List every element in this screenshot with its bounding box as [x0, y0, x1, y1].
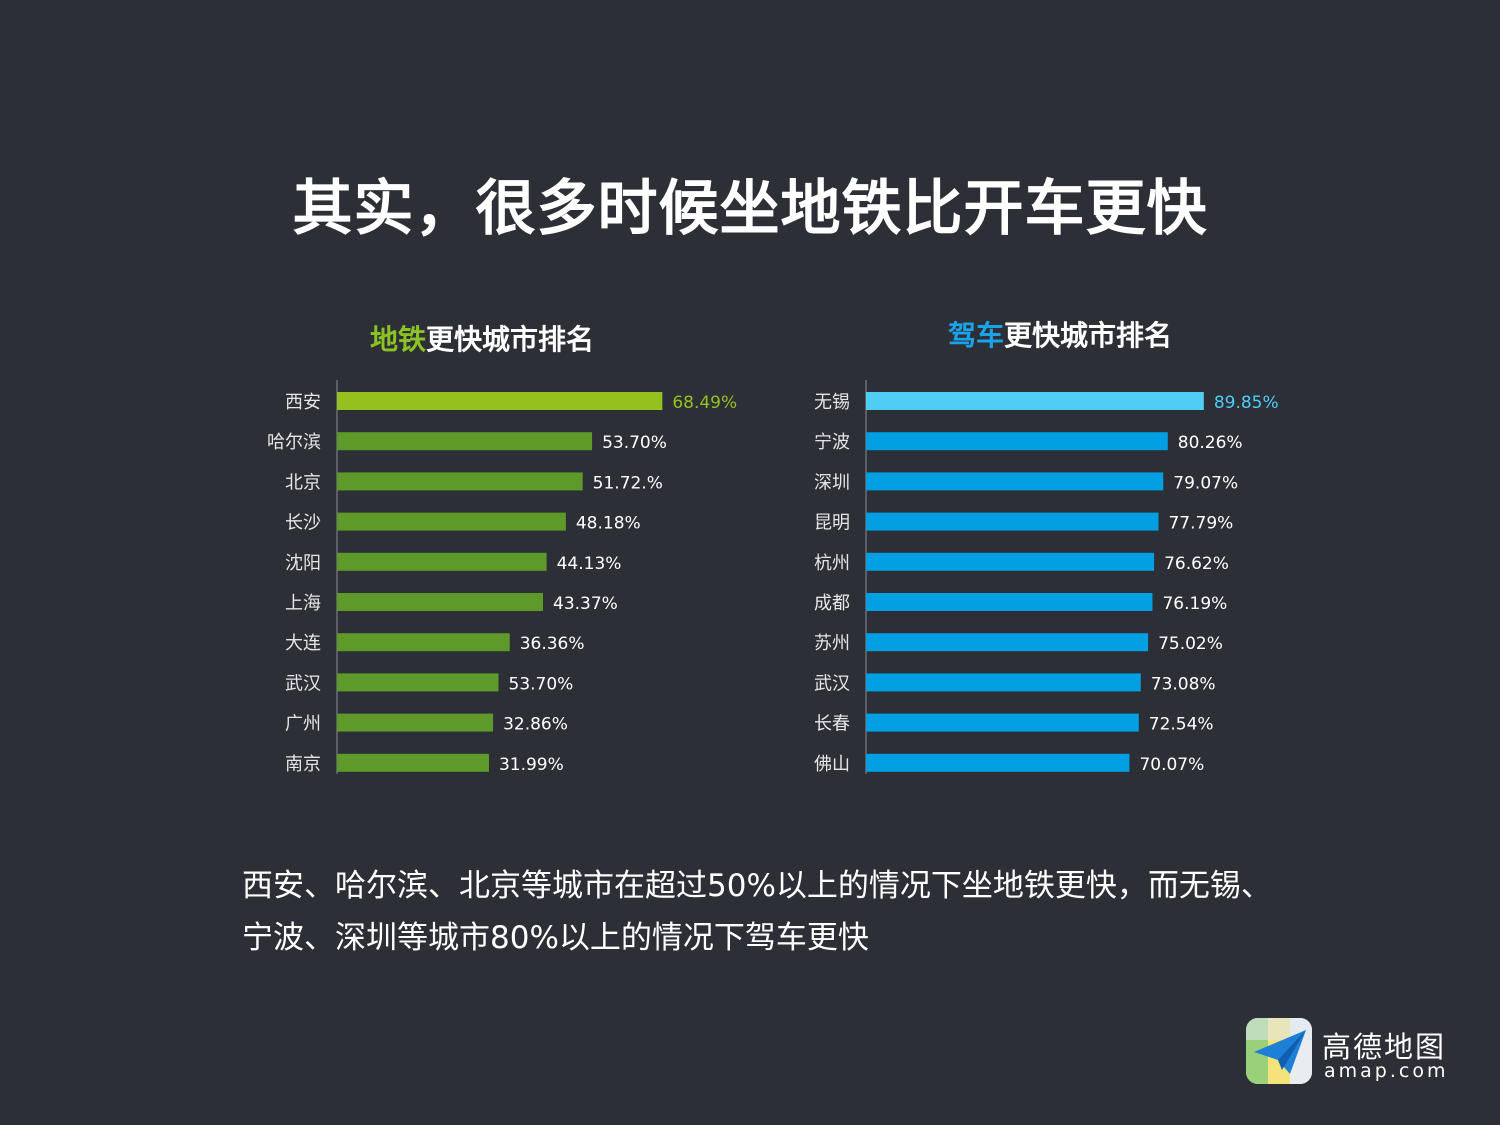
drive-bar [866, 512, 1159, 531]
drive-value-label: 77.79% [1168, 514, 1233, 534]
drive-category-label: 成都 [814, 593, 850, 614]
subway-title-accent: 地铁 [370, 323, 427, 356]
drive-value-label: 75.02% [1158, 634, 1223, 654]
drive-category-label: 无锡 [814, 392, 850, 413]
drive-bar [866, 552, 1155, 571]
drive-chart-title: 驾车更快城市排名 [948, 314, 1172, 354]
subway-value-label: 43.37% [553, 594, 618, 614]
drive-title-rest: 更快城市排名 [1004, 319, 1173, 352]
drive-bar [866, 753, 1130, 772]
subway-title-rest: 更快城市排名 [426, 323, 595, 356]
drive-title-accent: 驾车 [948, 319, 1005, 352]
subway-bar [337, 673, 499, 692]
subway-category-label: 长沙 [285, 513, 321, 534]
subway-bar-chart: 西安 68.49% 哈尔滨 53.70% 北京 51.72.% 长沙 48.18% 沈阳 44.1… [267, 380, 737, 775]
subway-bar [337, 633, 510, 652]
logo-text-en: amap.com [1324, 1060, 1449, 1082]
subway-category-label: 武汉 [285, 673, 321, 694]
drive-bar [866, 593, 1153, 611]
drive-bar [866, 633, 1149, 652]
subway-chart-title: 地铁更快城市排名 [370, 318, 594, 358]
drive-value-label: 76.62% [1164, 554, 1229, 574]
drive-category-label: 苏州 [814, 633, 850, 654]
subway-category-label: 北京 [285, 472, 321, 493]
page-title: 其实，很多时候坐地铁比开车更快 [292, 174, 1208, 244]
drive-category-label: 宁波 [814, 432, 850, 453]
subway-category-label: 西安 [285, 392, 321, 413]
subway-value-label: 31.99% [499, 755, 564, 775]
drive-category-label: 佛山 [814, 754, 850, 775]
drive-bar [866, 472, 1164, 491]
subway-value-label: 32.86% [503, 715, 568, 735]
amap-logo: 高德地图 amap.com [1246, 1018, 1466, 1086]
subway-category-label: 上海 [285, 593, 321, 614]
subway-category-label: 沈阳 [285, 553, 321, 574]
subway-bar [337, 432, 593, 451]
subway-value-label: 53.70% [509, 674, 574, 694]
drive-chart-panel: 驾车更快城市排名 无锡 89.85% 宁波 80.26% 深圳 79.07% 昆明 77.79… [760, 310, 1320, 790]
subway-value-label: 68.49% [672, 393, 737, 413]
subway-category-label: 哈尔滨 [267, 432, 321, 453]
drive-bar [866, 432, 1168, 451]
drive-value-label: 72.54% [1149, 715, 1214, 735]
subway-value-label: 48.18% [576, 514, 641, 534]
summary-text: 西安、哈尔滨、北京等城市在超过50%以上的情况下坐地铁更快，而无锡、宁波、深圳等… [242, 868, 1272, 956]
drive-category-label: 长春 [814, 714, 850, 735]
drive-value-label: 73.08% [1151, 674, 1216, 694]
subway-bar [337, 593, 544, 611]
subway-category-label: 南京 [285, 754, 321, 775]
drive-bar [866, 673, 1141, 692]
subway-value-label: 44.13% [557, 554, 622, 574]
subway-bar [337, 392, 663, 410]
drive-value-label: 76.19% [1162, 594, 1227, 614]
drive-bar-chart: 无锡 89.85% 宁波 80.26% 深圳 79.07% 昆明 77.79% 杭州 76.62%… [814, 380, 1279, 775]
subway-bar [337, 552, 547, 571]
logo-text-cn: 高德地图 [1322, 1030, 1447, 1064]
subway-value-label: 36.36% [520, 634, 585, 654]
drive-bar [866, 392, 1204, 410]
drive-bar [866, 713, 1139, 732]
subway-value-label: 51.72.% [593, 473, 663, 493]
subway-category-label: 大连 [285, 633, 321, 654]
subway-bar [337, 753, 489, 772]
drive-category-label: 杭州 [814, 553, 850, 574]
subway-chart-panel: 地铁更快城市排名 西安 68.49% 哈尔滨 53.70% 北京 51.72.% 长沙 48.… [230, 310, 790, 790]
subway-value-label: 53.70% [602, 433, 667, 453]
drive-category-label: 武汉 [814, 673, 850, 694]
subway-category-label: 广州 [285, 714, 321, 735]
subway-bar [337, 472, 583, 491]
subway-bar [337, 512, 566, 531]
drive-category-label: 昆明 [814, 513, 850, 534]
subway-bar [337, 713, 494, 732]
drive-value-label: 80.26% [1178, 433, 1243, 453]
drive-value-label: 79.07% [1173, 473, 1238, 493]
drive-value-label: 70.07% [1139, 755, 1204, 775]
paper-plane-icon [1246, 1018, 1312, 1084]
drive-value-label: 89.85% [1214, 393, 1279, 413]
drive-category-label: 深圳 [814, 472, 850, 493]
